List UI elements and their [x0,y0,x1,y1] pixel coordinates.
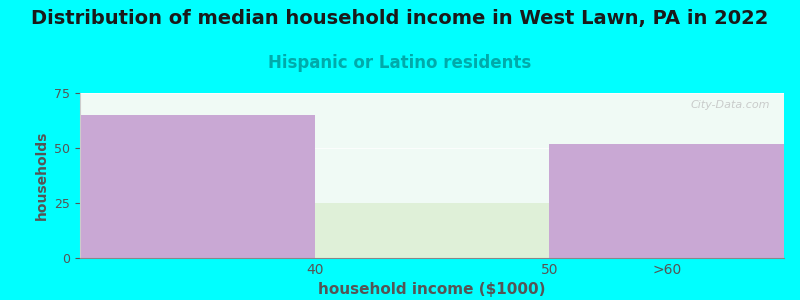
Text: City-Data.com: City-Data.com [690,100,770,110]
Y-axis label: households: households [34,131,49,220]
Text: Distribution of median household income in West Lawn, PA in 2022: Distribution of median household income … [31,9,769,28]
X-axis label: household income ($1000): household income ($1000) [318,282,546,297]
Text: Hispanic or Latino residents: Hispanic or Latino residents [268,54,532,72]
Bar [80,115,314,258]
Bar [314,203,550,258]
Bar [550,144,784,258]
